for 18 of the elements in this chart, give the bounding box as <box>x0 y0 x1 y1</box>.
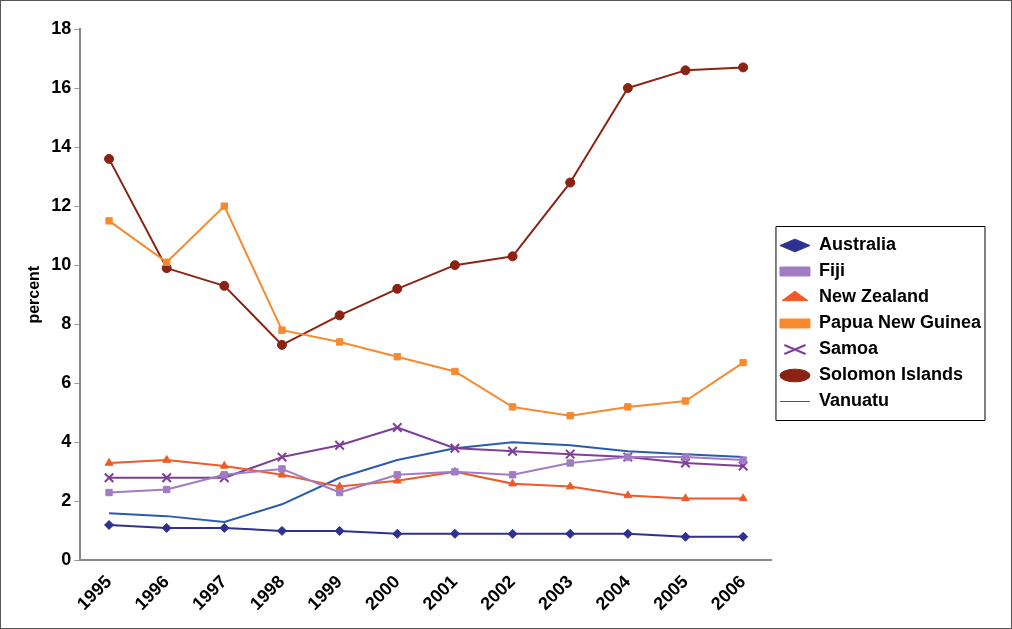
y-tick-label: 6 <box>61 372 72 393</box>
y-tick-label: 8 <box>61 313 72 334</box>
y-tick-label: 4 <box>61 431 72 452</box>
y-tick-label: 0 <box>61 549 72 570</box>
y-tick-label: 14 <box>51 136 72 157</box>
y-tick-label: 18 <box>51 17 72 38</box>
y-tick-label: 10 <box>51 254 72 275</box>
legend-label: Samoa <box>818 338 879 359</box>
y-tick-label: 2 <box>61 490 72 511</box>
y-tick-label: 12 <box>51 195 72 216</box>
legend-label: Fiji <box>818 260 845 281</box>
legend-label: Solomon Islands <box>818 364 963 385</box>
legend-label: Papua New Guinea <box>818 312 982 333</box>
y-axis-title: percent <box>25 265 43 324</box>
legend-label: New Zealand <box>818 286 929 307</box>
legend-label: Vanuatu <box>818 390 889 411</box>
y-tick-label: 16 <box>51 77 72 98</box>
legend-label: Australia <box>818 234 897 255</box>
